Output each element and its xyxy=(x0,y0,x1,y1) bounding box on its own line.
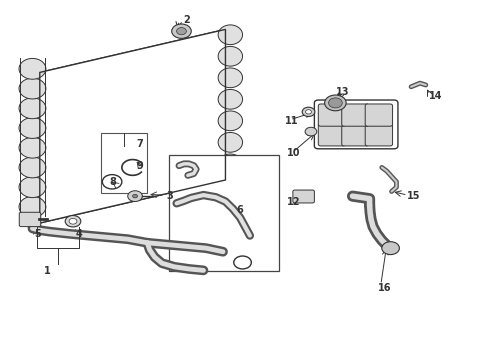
Text: 2: 2 xyxy=(183,15,190,26)
Ellipse shape xyxy=(218,25,243,45)
Polygon shape xyxy=(40,30,225,223)
Ellipse shape xyxy=(19,118,46,138)
Circle shape xyxy=(176,28,186,35)
Text: 15: 15 xyxy=(407,191,420,201)
Text: 3: 3 xyxy=(166,191,172,201)
Ellipse shape xyxy=(218,132,243,152)
Ellipse shape xyxy=(19,197,46,217)
FancyBboxPatch shape xyxy=(342,104,369,126)
Circle shape xyxy=(305,127,317,136)
Text: 13: 13 xyxy=(336,87,349,97)
FancyBboxPatch shape xyxy=(19,212,41,226)
Circle shape xyxy=(382,242,399,255)
Text: 16: 16 xyxy=(377,283,391,293)
Ellipse shape xyxy=(218,46,243,66)
Text: 8: 8 xyxy=(110,177,117,187)
Ellipse shape xyxy=(218,154,243,174)
Ellipse shape xyxy=(218,111,243,131)
FancyBboxPatch shape xyxy=(365,104,392,126)
Text: 1: 1 xyxy=(44,266,50,276)
FancyBboxPatch shape xyxy=(342,124,369,146)
Text: 6: 6 xyxy=(237,206,244,216)
Text: 14: 14 xyxy=(429,91,442,101)
Circle shape xyxy=(65,216,81,227)
Bar xyxy=(169,155,279,271)
Text: 9: 9 xyxy=(137,161,143,171)
Circle shape xyxy=(133,194,138,198)
FancyBboxPatch shape xyxy=(365,124,392,146)
Circle shape xyxy=(306,110,312,114)
Ellipse shape xyxy=(218,68,243,87)
Text: 5: 5 xyxy=(34,229,41,239)
Ellipse shape xyxy=(19,98,46,119)
Circle shape xyxy=(128,191,143,202)
Circle shape xyxy=(325,95,346,111)
Ellipse shape xyxy=(218,89,243,109)
Text: 4: 4 xyxy=(75,229,82,239)
Circle shape xyxy=(302,107,315,117)
Circle shape xyxy=(329,98,342,108)
Ellipse shape xyxy=(19,177,46,198)
Ellipse shape xyxy=(19,78,46,99)
Text: 11: 11 xyxy=(285,116,298,126)
Text: 10: 10 xyxy=(287,148,300,158)
FancyBboxPatch shape xyxy=(318,124,345,146)
Circle shape xyxy=(69,219,77,224)
Ellipse shape xyxy=(19,157,46,178)
Ellipse shape xyxy=(19,137,46,158)
FancyBboxPatch shape xyxy=(318,104,345,126)
FancyBboxPatch shape xyxy=(293,190,315,203)
Circle shape xyxy=(172,24,191,39)
Ellipse shape xyxy=(19,58,46,79)
Text: 12: 12 xyxy=(287,197,300,207)
Text: 7: 7 xyxy=(137,139,143,149)
Bar xyxy=(101,134,147,193)
Polygon shape xyxy=(40,30,225,223)
